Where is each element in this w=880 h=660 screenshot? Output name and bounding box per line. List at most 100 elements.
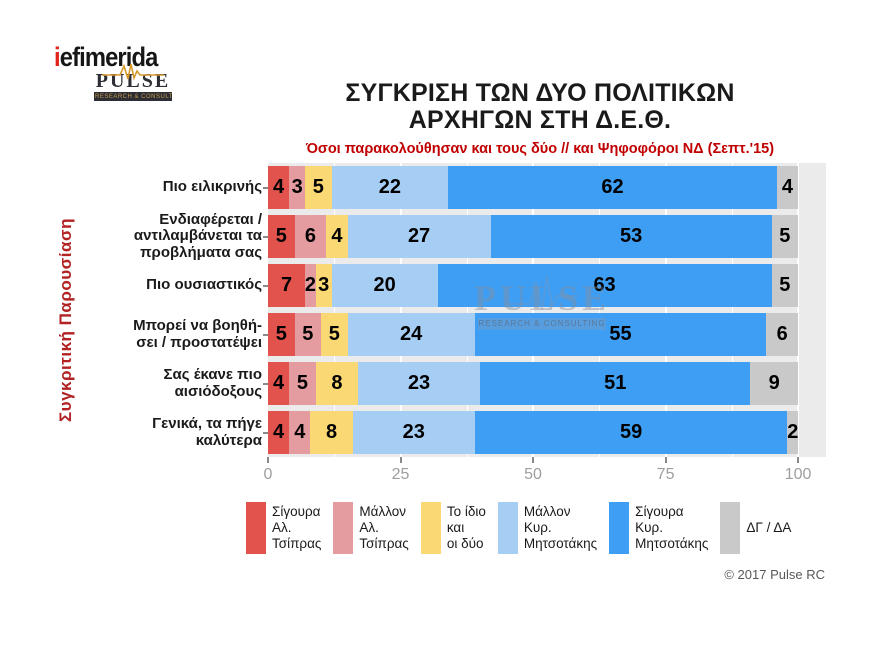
- bar-segment: 4: [326, 215, 348, 258]
- category-label: Πιο ουσιαστικός: [146, 276, 262, 294]
- bar-segment: 27: [347, 215, 491, 258]
- x-tick: [267, 457, 269, 463]
- bar-track: 4 4 8 23 59 2: [268, 411, 826, 454]
- bar-row: 5 6 4 27 53 5: [268, 212, 826, 261]
- bar-track: 4 3 5 22 62 4: [268, 166, 826, 209]
- bar-segment: 4: [268, 166, 290, 209]
- bar-segment: 55: [474, 313, 767, 356]
- bar-segment: 7: [268, 264, 306, 307]
- bar-segment: 63: [437, 264, 772, 307]
- category-label: Μπορεί να βοηθή- σει / προστατέψει: [133, 317, 262, 351]
- gridline-minor: [466, 163, 468, 457]
- legend-label: Μάλλον Αλ. Τσίπρας: [359, 504, 409, 551]
- bar-segment: 5: [294, 313, 321, 356]
- bar-track: 5 6 4 27 53 5: [268, 215, 826, 258]
- bar-segment: 3: [289, 166, 306, 209]
- bar-segment: 6: [294, 215, 327, 258]
- bar-row: 4 3 5 22 62 4: [268, 163, 826, 212]
- x-tick-label: 0: [263, 466, 273, 483]
- bar-track: 7 2 3 20 63 5: [268, 264, 826, 307]
- bar-segment: 20: [331, 264, 438, 307]
- bar-segment: 6: [766, 313, 799, 356]
- bar-segment: 23: [358, 362, 481, 405]
- gridline-major: [664, 163, 667, 457]
- bar-row: 5 5 5 24 55 6: [268, 310, 826, 359]
- bar-segment: 4: [268, 362, 290, 405]
- bar-segment: 4: [289, 411, 311, 454]
- gridline-minor: [334, 163, 336, 457]
- bar-segment: 4: [268, 411, 290, 454]
- legend-item: ΔΓ / ΔΑ: [720, 502, 791, 554]
- legend-item: Το ίδιο και οι δύο: [420, 502, 486, 554]
- x-tick: [532, 457, 535, 463]
- bar-segment: 51: [480, 362, 751, 405]
- bar-segment: 59: [474, 411, 788, 454]
- legend-label: Σίγουρα Κυρ. Μητσοτάκης: [635, 504, 709, 551]
- legend-label: Σίγουρα Αλ. Τσίπρας: [272, 504, 322, 551]
- bar-segment: 5: [771, 215, 799, 258]
- category-labels: Πιο ειλικρινής Ενδιαφέρεται / αντιλαμβάνε…: [78, 163, 262, 457]
- title-block: ΣΥΓΚΡΙΣΗ ΤΩΝ ΔΥΟ ΠΟΛΙΤΙΚΩΝ ΑΡΧΗΓΩΝ ΣΤΗ Δ…: [250, 79, 830, 158]
- legend-item: Σίγουρα Αλ. Τσίπρας: [246, 502, 321, 554]
- x-tick: [664, 457, 667, 463]
- legend-swatch: [420, 502, 441, 554]
- category-label: Σας έκανε πιο αισιόδοξους: [163, 366, 263, 400]
- legend: Σίγουρα Αλ. Τσίπρας Μάλλον Αλ. Τσίπρας Το …: [246, 502, 836, 554]
- legend-label: Το ίδιο και οι δύο: [446, 504, 486, 551]
- legend-swatch: [246, 502, 266, 554]
- bar-segment: 5: [305, 166, 332, 209]
- legend-item: Μάλλον Κυρ. Μητσοτάκης: [497, 502, 597, 554]
- gridline-major: [532, 163, 535, 457]
- gridline-major: [399, 163, 402, 457]
- gridline-minor: [731, 163, 733, 457]
- pulse-logo-tagline: RESEARCH & CONSULTING: [94, 92, 172, 101]
- bar-segment: 5: [321, 313, 348, 356]
- bar-segment: 9: [750, 362, 799, 405]
- y-tick: [263, 333, 268, 336]
- category-label: Πιο ειλικρινής: [162, 178, 262, 196]
- y-tick: [263, 382, 268, 385]
- bar-segment: 2: [787, 411, 798, 454]
- x-tick-label: 75: [656, 466, 675, 483]
- chart-title-line2: ΑΡΧΗΓΩΝ ΣΤΗ Δ.Ε.Θ.: [408, 106, 672, 134]
- brand-logo: iefimerida: [54, 42, 186, 73]
- legend-item: Σίγουρα Κυρ. Μητσοτάκης: [609, 502, 708, 554]
- gridline-minor: [599, 163, 601, 457]
- category-label: Γενικά, τα πήγε καλύτερα: [152, 415, 262, 449]
- bar-segment: 5: [289, 362, 316, 405]
- bar-segment: 8: [315, 362, 359, 405]
- y-axis-title: Συγκριτική Παρουσίαση: [56, 218, 75, 423]
- bar-rows: 4 3 5 22 62 4 5 6 4 27 53 5 7 2 3 20 63 5 5 5 5 24 55 6 4 5 8 23 51 9…: [268, 163, 826, 457]
- pulse-logo: PULSE RESEARCH & CONSULTING: [94, 63, 172, 101]
- brand-logo-i: i: [54, 42, 61, 72]
- x-tick-label: 100: [784, 466, 812, 483]
- chart-title-line1: ΣΥΓΚΡΙΣΗ ΤΩΝ ΔΥΟ ΠΟΛΙΤΙΚΩΝ: [345, 79, 735, 107]
- pulse-waveform-icon: [102, 63, 164, 81]
- bar-segment: 4: [776, 166, 799, 209]
- y-axis-ticks: [263, 163, 268, 457]
- copyright-text: © 2017 Pulse RC: [724, 567, 825, 582]
- x-tick-label: 50: [524, 466, 542, 483]
- bar-segment: 24: [347, 313, 475, 356]
- y-tick: [263, 284, 268, 287]
- bar-segment: 3: [315, 264, 332, 307]
- brand-block: iefimerida PULSE RESEARCH & CONSULTING: [54, 42, 204, 101]
- legend-swatch: [333, 502, 354, 554]
- bar-segment: 62: [448, 166, 777, 209]
- bar-segment: 5: [771, 264, 799, 307]
- x-tick-label: 25: [391, 466, 410, 483]
- bar-segment: 22: [331, 166, 449, 209]
- category-label: Ενδιαφέρεται / αντιλαμβάνεται τα προβλήμ…: [133, 211, 262, 261]
- bar-segment: 5: [268, 215, 295, 258]
- y-tick: [263, 186, 268, 189]
- bar-segment: 23: [352, 411, 475, 454]
- legend-label: ΔΓ / ΔΑ: [746, 520, 792, 536]
- legend-swatch: [720, 502, 741, 554]
- plot-panel: 4 3 5 22 62 4 5 6 4 27 53 5 7 2 3 20 63 5 5 5 5 24 55 6 4 5 8 23 51 9…: [268, 163, 826, 457]
- y-tick: [263, 431, 268, 434]
- bar-segment: 2: [305, 264, 316, 307]
- x-tick: [399, 457, 402, 463]
- pulse-logo-word: PULSE: [95, 70, 171, 92]
- bar-row: 4 4 8 23 59 2: [268, 408, 826, 457]
- bar-track: 5 5 5 24 55 6: [268, 313, 826, 356]
